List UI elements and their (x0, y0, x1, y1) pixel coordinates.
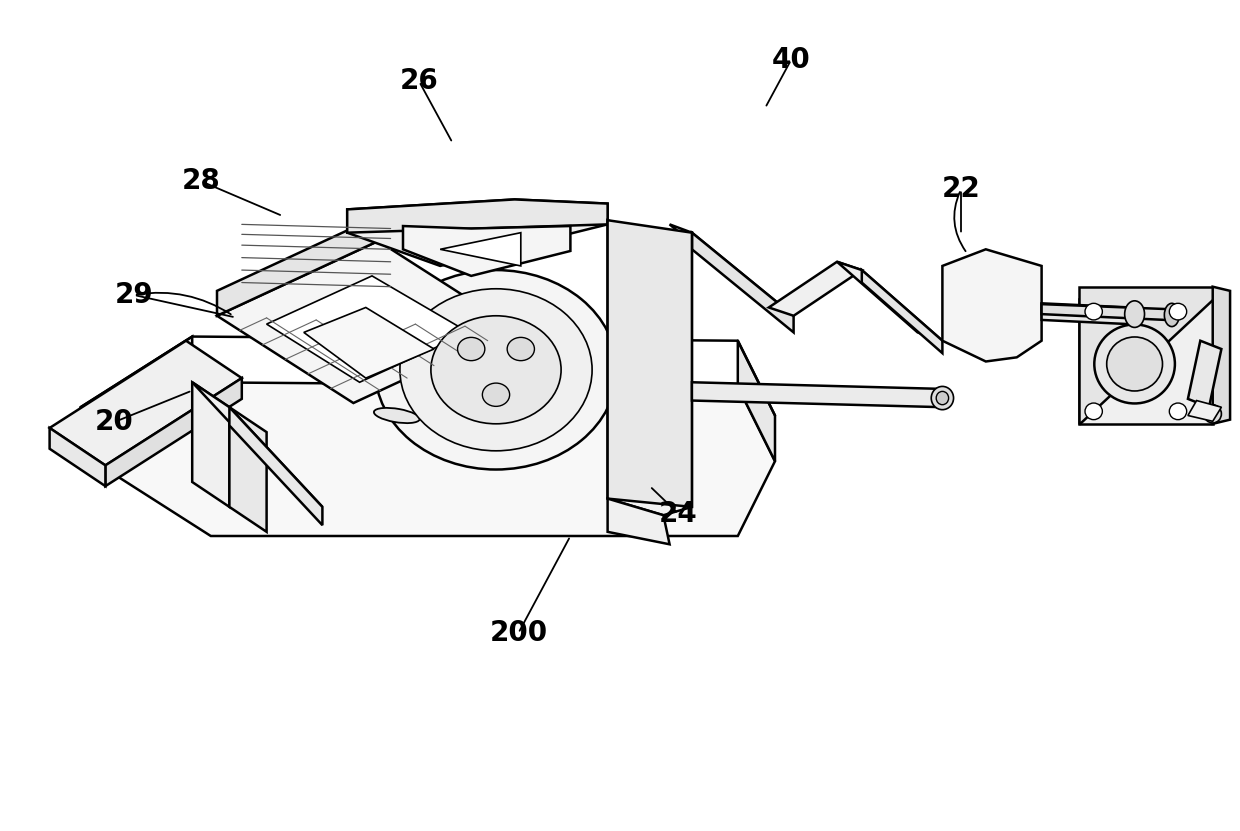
Text: 22: 22 (941, 175, 981, 204)
Ellipse shape (374, 270, 618, 470)
Text: 20: 20 (94, 408, 134, 436)
Text: 24: 24 (658, 499, 698, 528)
Polygon shape (81, 382, 775, 536)
Polygon shape (942, 249, 1042, 361)
Polygon shape (769, 262, 862, 316)
Polygon shape (837, 262, 942, 341)
Polygon shape (1042, 304, 1168, 320)
Ellipse shape (1204, 405, 1221, 423)
Polygon shape (267, 276, 469, 382)
Polygon shape (862, 270, 942, 353)
Polygon shape (692, 382, 942, 407)
Polygon shape (1079, 287, 1213, 424)
Ellipse shape (1169, 403, 1187, 420)
Polygon shape (403, 226, 570, 276)
Polygon shape (192, 382, 322, 507)
Polygon shape (50, 428, 105, 486)
Polygon shape (608, 220, 692, 507)
Ellipse shape (458, 337, 485, 361)
Ellipse shape (1107, 337, 1163, 391)
Ellipse shape (482, 383, 510, 406)
Text: 200: 200 (490, 619, 547, 647)
Ellipse shape (1125, 301, 1145, 327)
Polygon shape (217, 241, 515, 403)
Polygon shape (1079, 299, 1213, 424)
Polygon shape (229, 407, 267, 532)
Polygon shape (1042, 303, 1131, 324)
Text: 40: 40 (771, 46, 811, 74)
Polygon shape (105, 378, 242, 486)
Polygon shape (81, 337, 192, 453)
Polygon shape (50, 341, 242, 465)
Polygon shape (670, 224, 794, 316)
Polygon shape (608, 499, 670, 544)
Polygon shape (192, 382, 229, 507)
Polygon shape (347, 199, 608, 266)
Ellipse shape (1164, 303, 1179, 327)
Polygon shape (692, 233, 794, 332)
Text: 28: 28 (181, 167, 221, 195)
Ellipse shape (931, 386, 954, 410)
Ellipse shape (1085, 403, 1102, 420)
Polygon shape (1188, 401, 1221, 421)
Ellipse shape (425, 383, 467, 398)
Ellipse shape (374, 408, 419, 423)
Ellipse shape (936, 391, 949, 405)
Ellipse shape (432, 316, 560, 424)
Polygon shape (1188, 341, 1221, 407)
Polygon shape (304, 307, 434, 378)
Ellipse shape (507, 337, 534, 361)
Ellipse shape (1169, 303, 1187, 320)
Polygon shape (217, 216, 378, 316)
Ellipse shape (1085, 303, 1102, 320)
Polygon shape (738, 341, 775, 461)
Ellipse shape (1095, 324, 1176, 403)
Ellipse shape (399, 288, 593, 450)
Polygon shape (440, 233, 521, 266)
Polygon shape (347, 199, 608, 233)
Polygon shape (229, 407, 322, 525)
Text: 29: 29 (114, 281, 154, 309)
Text: 26: 26 (399, 67, 439, 96)
Polygon shape (1213, 287, 1230, 424)
Polygon shape (608, 220, 692, 515)
